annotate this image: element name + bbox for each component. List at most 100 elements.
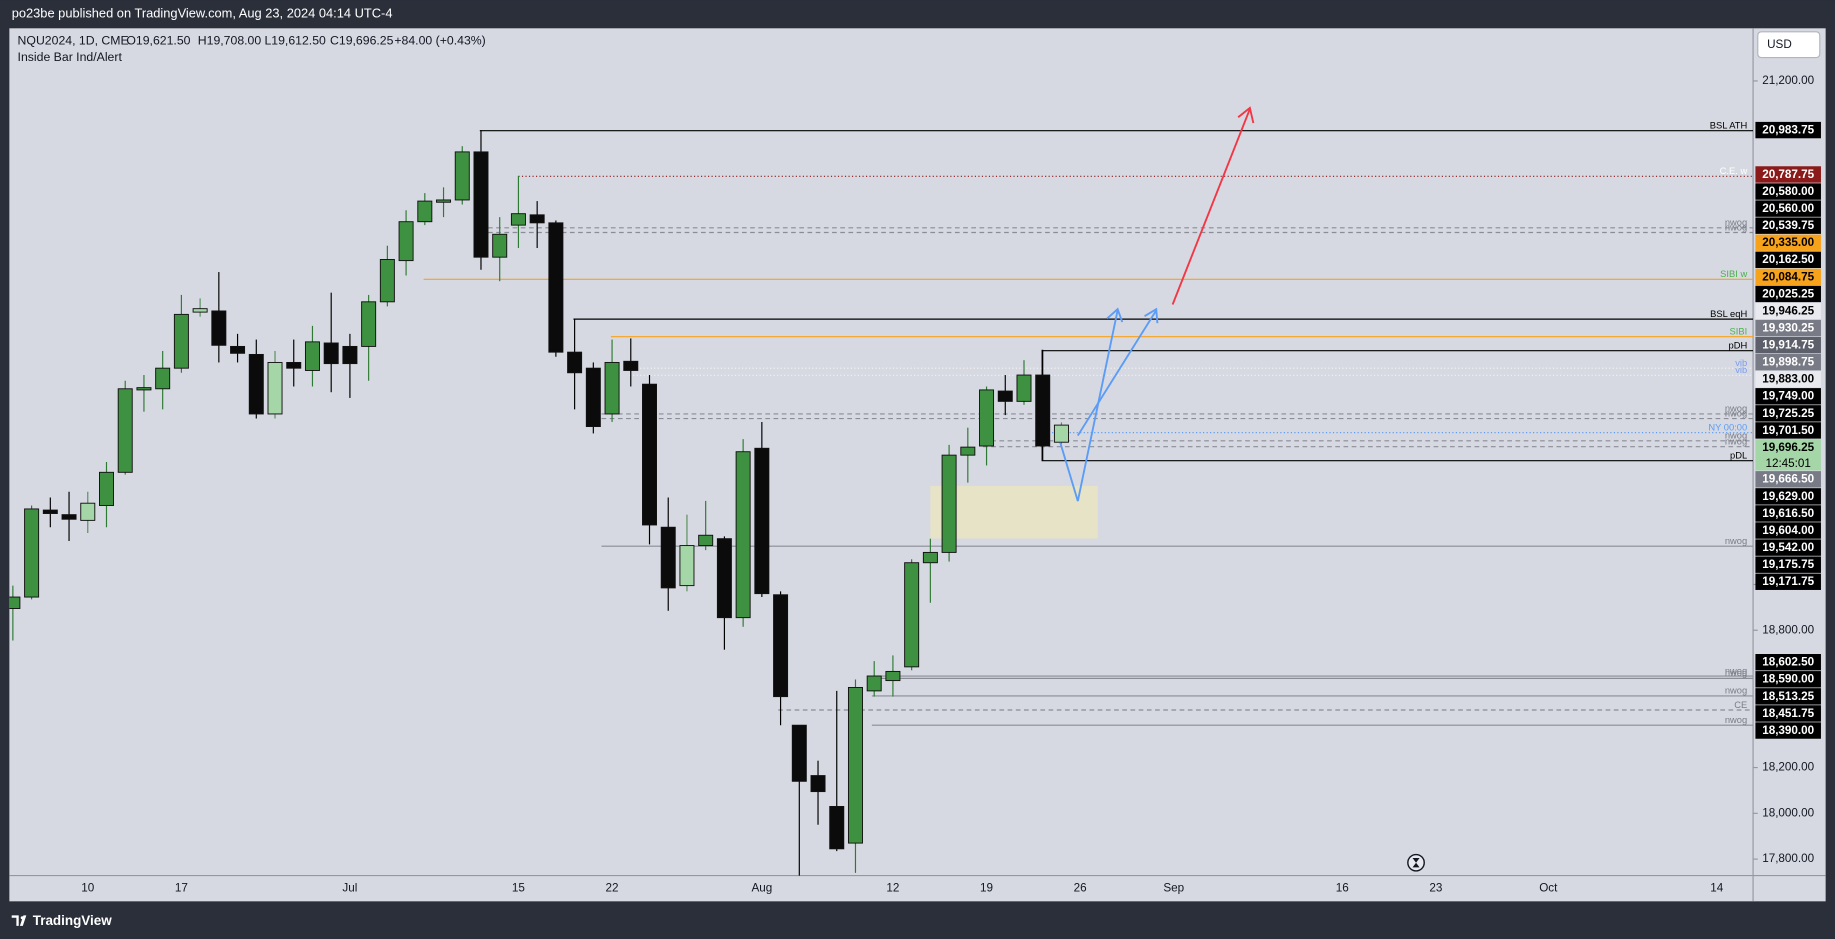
x-tick-label: Aug bbox=[751, 882, 772, 895]
x-tick-label: 26 bbox=[1074, 882, 1087, 895]
level-label: BSL eqH bbox=[1710, 309, 1747, 319]
level-label: nwog bbox=[1725, 715, 1747, 725]
candle-body bbox=[922, 551, 938, 564]
price-tag-label: 20,560.00 bbox=[1762, 202, 1814, 215]
candle-body bbox=[417, 200, 433, 223]
candle-body bbox=[248, 353, 264, 415]
price-tag bbox=[1755, 217, 1821, 234]
candle-body bbox=[61, 514, 77, 520]
fvg-zone bbox=[930, 485, 1098, 539]
price-tag-label: 20,539.75 bbox=[1762, 219, 1814, 232]
candle-body bbox=[286, 361, 302, 369]
price-tag-label: 20,580.00 bbox=[1762, 185, 1814, 198]
candle-body bbox=[585, 367, 601, 428]
candle-body bbox=[698, 534, 714, 547]
price-tag bbox=[1755, 671, 1821, 688]
brand[interactable]: TradingView bbox=[33, 913, 112, 928]
x-tick-label: 15 bbox=[512, 882, 526, 895]
price-tag-label: 19,666.50 bbox=[1762, 473, 1814, 486]
level-label: SIBI bbox=[1730, 326, 1748, 336]
x-tick-label: Sep bbox=[1163, 882, 1184, 895]
candle-body bbox=[904, 562, 920, 668]
price-tag bbox=[1755, 405, 1821, 422]
price-tag-label: 19,616.50 bbox=[1762, 507, 1814, 520]
ohlc-value: L19,612.50 bbox=[264, 33, 326, 47]
candle-body bbox=[567, 351, 583, 374]
level-label: vib bbox=[1735, 365, 1747, 375]
x-tick-label: Jul bbox=[342, 882, 357, 895]
price-tag-label: 20,025.25 bbox=[1762, 287, 1814, 300]
price-tag bbox=[1755, 488, 1821, 505]
price-tag-label: 18,390.00 bbox=[1762, 724, 1814, 737]
candle-body bbox=[117, 388, 133, 473]
candle-body bbox=[735, 451, 751, 619]
price-tag bbox=[1755, 388, 1821, 405]
price-tag-label: 20,983.75 bbox=[1762, 124, 1814, 137]
legend: NQU2024, 1D, CME O19,621.50 H19,708.00 L19… bbox=[18, 33, 486, 47]
price-tag bbox=[1755, 353, 1821, 371]
ohlc-value: H19,708.00 bbox=[198, 33, 262, 47]
level-label: nwog bbox=[1725, 404, 1747, 414]
level-label: nwog bbox=[1725, 668, 1747, 678]
price-tag bbox=[1755, 556, 1821, 573]
price-tag bbox=[1755, 285, 1821, 303]
price-tag-label: 20,162.50 bbox=[1762, 253, 1814, 266]
candle-body bbox=[623, 360, 639, 371]
price-tag bbox=[1755, 573, 1821, 590]
candle-body bbox=[454, 151, 470, 201]
price-tag-label: 20,335.00 bbox=[1762, 236, 1814, 249]
price-tag-label: 20,787.75 bbox=[1762, 168, 1814, 181]
candle-body bbox=[304, 341, 320, 371]
clock-icon[interactable] bbox=[1407, 853, 1425, 872]
level-label: pDH bbox=[1728, 341, 1747, 351]
candle-body bbox=[99, 471, 114, 506]
price-tag bbox=[1755, 200, 1821, 217]
currency[interactable]: USD bbox=[1767, 38, 1792, 51]
level-label: BSL ATH bbox=[1710, 120, 1747, 130]
projection-arrow bbox=[1077, 309, 1158, 437]
level-label: nwog bbox=[1725, 436, 1747, 446]
price-tag-label: 19,542.00 bbox=[1762, 541, 1814, 554]
candle-body bbox=[192, 308, 208, 313]
price-tag bbox=[1755, 183, 1821, 200]
candle-body bbox=[379, 258, 395, 303]
candle-body bbox=[510, 213, 526, 226]
price-tag bbox=[1755, 539, 1821, 556]
candle-body bbox=[529, 214, 545, 224]
y-tick-label: 18,000.00 bbox=[1762, 806, 1814, 819]
price-tag-label: 18,513.25 bbox=[1762, 690, 1814, 703]
currency-button[interactable] bbox=[1757, 31, 1821, 59]
candle-body bbox=[42, 509, 58, 514]
candle-body bbox=[492, 233, 508, 258]
price-tag-label: 19,171.75 bbox=[1762, 575, 1814, 588]
price-tag-label: 19,175.75 bbox=[1762, 558, 1814, 571]
price-tag bbox=[1755, 422, 1821, 439]
level-label: pDL bbox=[1730, 451, 1747, 461]
candle-body bbox=[679, 545, 695, 587]
price-tag bbox=[1755, 439, 1821, 471]
y-tick-label: 21,200.00 bbox=[1762, 74, 1814, 87]
candle-body bbox=[173, 313, 189, 369]
candle-body bbox=[1035, 374, 1051, 447]
candle-body bbox=[136, 387, 152, 391]
candle-body bbox=[866, 675, 882, 692]
price-tag-label: 19,898.75 bbox=[1762, 356, 1814, 369]
level-label: nwog bbox=[1725, 536, 1747, 546]
brand-logo[interactable] bbox=[11, 915, 27, 926]
candle-body bbox=[211, 310, 227, 346]
x-tick-label: 22 bbox=[606, 882, 619, 895]
price-tag-label: 19,701.50 bbox=[1762, 424, 1814, 437]
price-tag-label: 18,590.00 bbox=[1762, 673, 1814, 686]
price-tag-label: 19,914.75 bbox=[1762, 339, 1814, 352]
price-tag bbox=[1755, 722, 1821, 739]
x-tick-label: 19 bbox=[980, 882, 993, 895]
price-tag-label: 19,696.25 bbox=[1762, 441, 1814, 454]
publisher: po23be published on TradingView.com, Aug… bbox=[12, 6, 393, 21]
price-tag-label: 18,602.50 bbox=[1762, 656, 1814, 669]
candles bbox=[9, 130, 1069, 876]
y-tick-label: 18,800.00 bbox=[1762, 623, 1814, 636]
indicator-name: Inside Bar Ind/Alert bbox=[18, 50, 123, 64]
price-tag bbox=[1755, 654, 1821, 671]
